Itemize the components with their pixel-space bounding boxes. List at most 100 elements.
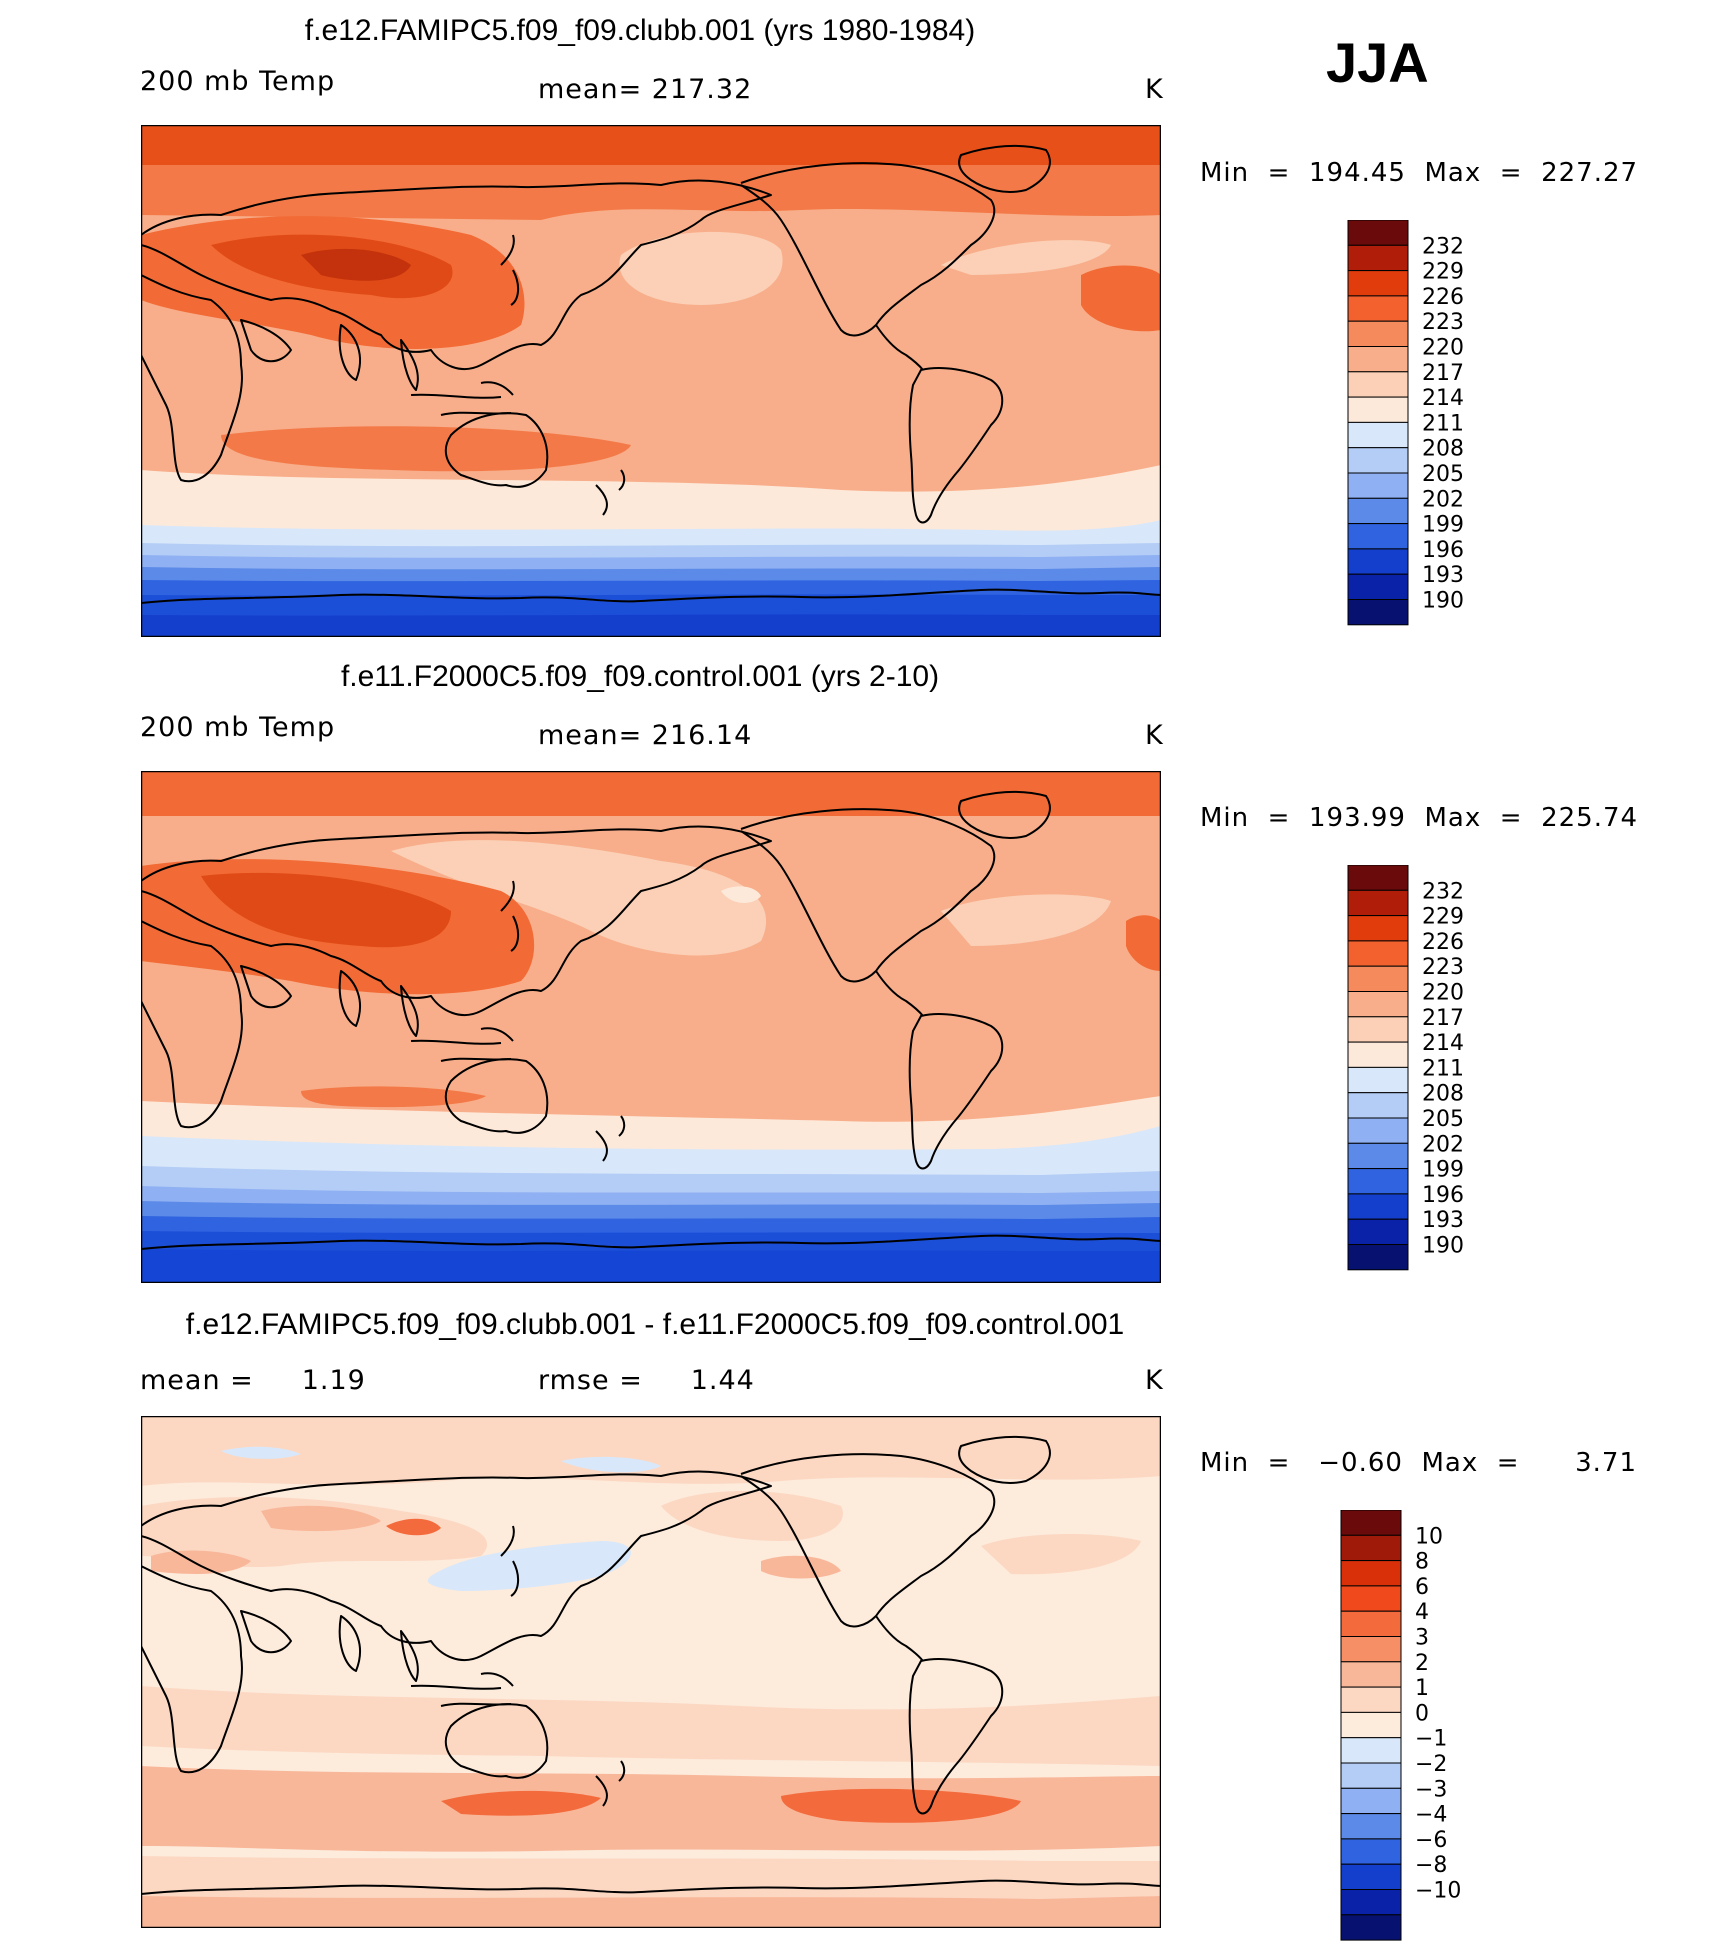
colorbar-label: 226 [1422,285,1464,310]
japan-coast [500,880,519,952]
band-1-2-mid [141,1496,488,1568]
warm-south-band [221,426,631,472]
colorbar-swatch [1347,940,1409,967]
colorbar-swatch [1347,1066,1409,1094]
panel3-map [141,1416,1161,1928]
colorbar-label: 208 [1422,1082,1464,1107]
arabia-coast [240,1610,292,1654]
colorbar-label: 2 [1415,1651,1429,1676]
colorbar-label: 220 [1422,336,1464,361]
colorbar-label: −10 [1415,1879,1461,1904]
colorbar-swatch [1347,396,1409,423]
cool-pacific-core [721,886,761,903]
colorbar-label: 223 [1422,310,1464,335]
cool-atlantic [941,240,1111,275]
band-1-2-atlantic [981,1534,1141,1575]
new-zealand-coast [595,469,626,516]
band-190-193 [141,1249,1161,1283]
colorbar-swatch [1340,1534,1402,1562]
season-label: JJA [1326,31,1429,94]
colorbar-swatch [1340,1585,1402,1612]
colorbar-swatch [1347,497,1409,525]
cool-atlantic [941,894,1111,946]
colorbar-label: 205 [1422,462,1464,487]
band-1-2-south [141,1686,1161,1766]
colorbar-label: 0 [1415,1701,1429,1726]
india-coast [338,1615,361,1672]
colorbar-swatch [1340,1686,1402,1713]
new-zealand-coast [595,1760,626,1807]
colorbar-label: −4 [1415,1803,1447,1828]
colorbar-swatch [1340,1737,1402,1764]
panel1-colorbar: 2322292262232202172142112082052021991961… [1347,220,1464,626]
north-america-coast [740,808,996,983]
colorbar-label: 4 [1415,1600,1429,1625]
antarctica-coast [141,1234,1161,1250]
colorbar-swatch [1347,371,1409,398]
colorbar-label: 226 [1422,930,1464,955]
colorbar-swatch [1347,1218,1409,1246]
colorbar-swatch [1340,1711,1402,1739]
greenland-coast [958,144,1051,193]
south-america-coast [908,367,1004,524]
colorbar-swatch [1347,1244,1409,1271]
panel2-colorbar: 2322292262232202172142112082052021991961… [1347,865,1464,1271]
colorbar-label: 214 [1422,1031,1464,1056]
warm-south-band [301,1086,486,1108]
colorbar-label: 190 [1422,1234,1464,1259]
india-coast [338,324,361,381]
colorbar-label: 196 [1422,1183,1464,1208]
colorbar-label: 1 [1415,1676,1429,1701]
panel3-rmse: rmse = 1.44 [538,1365,755,1396]
colorbar-label: 229 [1422,905,1464,930]
colorbar-label: 217 [1422,361,1464,386]
colorbar-label: −8 [1415,1853,1447,1878]
panel1-mean: mean= 217.32 [538,74,753,105]
panel3-mean: mean = 1.19 [140,1365,366,1396]
panel2-title: f.e11.F2000C5.f09_f09.control.001 (yrs 2… [340,660,940,693]
australia-coast [444,1058,549,1134]
colorbar-swatch [1347,915,1409,942]
colorbar-swatch [1347,421,1409,449]
band-223-226 [141,125,1161,167]
colorbar-swatch [1347,320,1409,347]
band-3-4-south-b [781,1788,1021,1823]
panel2-map [141,771,1161,1283]
panel2-mean: mean= 216.14 [538,720,753,751]
panel1-title: f.e12.FAMIPC5.f09_f09.clubb.001 (yrs 198… [304,14,976,47]
band-2-3-antarctic [141,1896,1161,1928]
colorbar-swatch [1340,1863,1402,1891]
greenland-coast [958,790,1051,839]
colorbar-swatch [1340,1787,1402,1815]
colorbar-label: 193 [1422,1208,1464,1233]
panel3-title: f.e12.FAMIPC5.f09_f09.clubb.001 - f.e11.… [185,1308,1125,1341]
colorbar-label: 199 [1422,1158,1464,1183]
colorbar-swatch [1347,889,1409,917]
colorbar-label: 211 [1422,1056,1464,1081]
new-zealand-coast [595,1115,626,1162]
colorbar-swatch [1347,1016,1409,1043]
central-america-coast [875,970,924,1017]
band-neg-arctic [221,1446,301,1459]
colorbar-label: 6 [1415,1575,1429,1600]
colorbar-label: 211 [1422,411,1464,436]
colorbar-label: 202 [1422,1132,1464,1157]
eurasia-coast [141,825,772,1016]
colorbar-swatch [1347,1193,1409,1220]
colorbar-swatch [1347,1092,1409,1119]
africa-coast [141,920,243,1129]
colorbar-swatch [1347,573,1409,601]
panel1-variable: 200 mb Temp [140,66,336,97]
colorbar-swatch [1347,599,1409,626]
eurasia-coast [141,179,772,370]
coastlines [141,790,1161,1250]
australia-coast [444,1703,549,1779]
colorbar-swatch [1347,865,1409,891]
band-220-223-north [141,165,1161,220]
central-america-coast [875,324,924,371]
japan-coast [500,1525,519,1597]
colorbar-swatch [1340,1560,1402,1587]
se-asia-coast [400,1630,419,1682]
colorbar-label: 223 [1422,955,1464,980]
colorbar-label: 8 [1415,1550,1429,1575]
